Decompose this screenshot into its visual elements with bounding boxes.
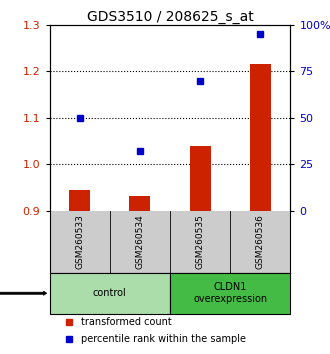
Bar (69, 190, 90, 211)
Text: GSM260533: GSM260533 (75, 214, 84, 269)
Text: protocol: protocol (0, 288, 47, 298)
Bar (189, 145, 211, 211)
Title: GDS3510 / 208625_s_at: GDS3510 / 208625_s_at (86, 10, 253, 24)
Text: percentile rank within the sample: percentile rank within the sample (81, 334, 246, 344)
Text: GSM260535: GSM260535 (196, 214, 205, 269)
Text: transformed count: transformed count (81, 317, 172, 327)
Bar (250, 64, 271, 211)
Text: GSM260534: GSM260534 (135, 214, 144, 269)
Text: GSM260536: GSM260536 (256, 214, 265, 269)
Bar (170, 273, 290, 314)
Text: control: control (93, 288, 127, 298)
Text: CLDN1
overexpression: CLDN1 overexpression (193, 282, 267, 304)
Bar (50, 273, 170, 314)
Bar (129, 196, 150, 211)
